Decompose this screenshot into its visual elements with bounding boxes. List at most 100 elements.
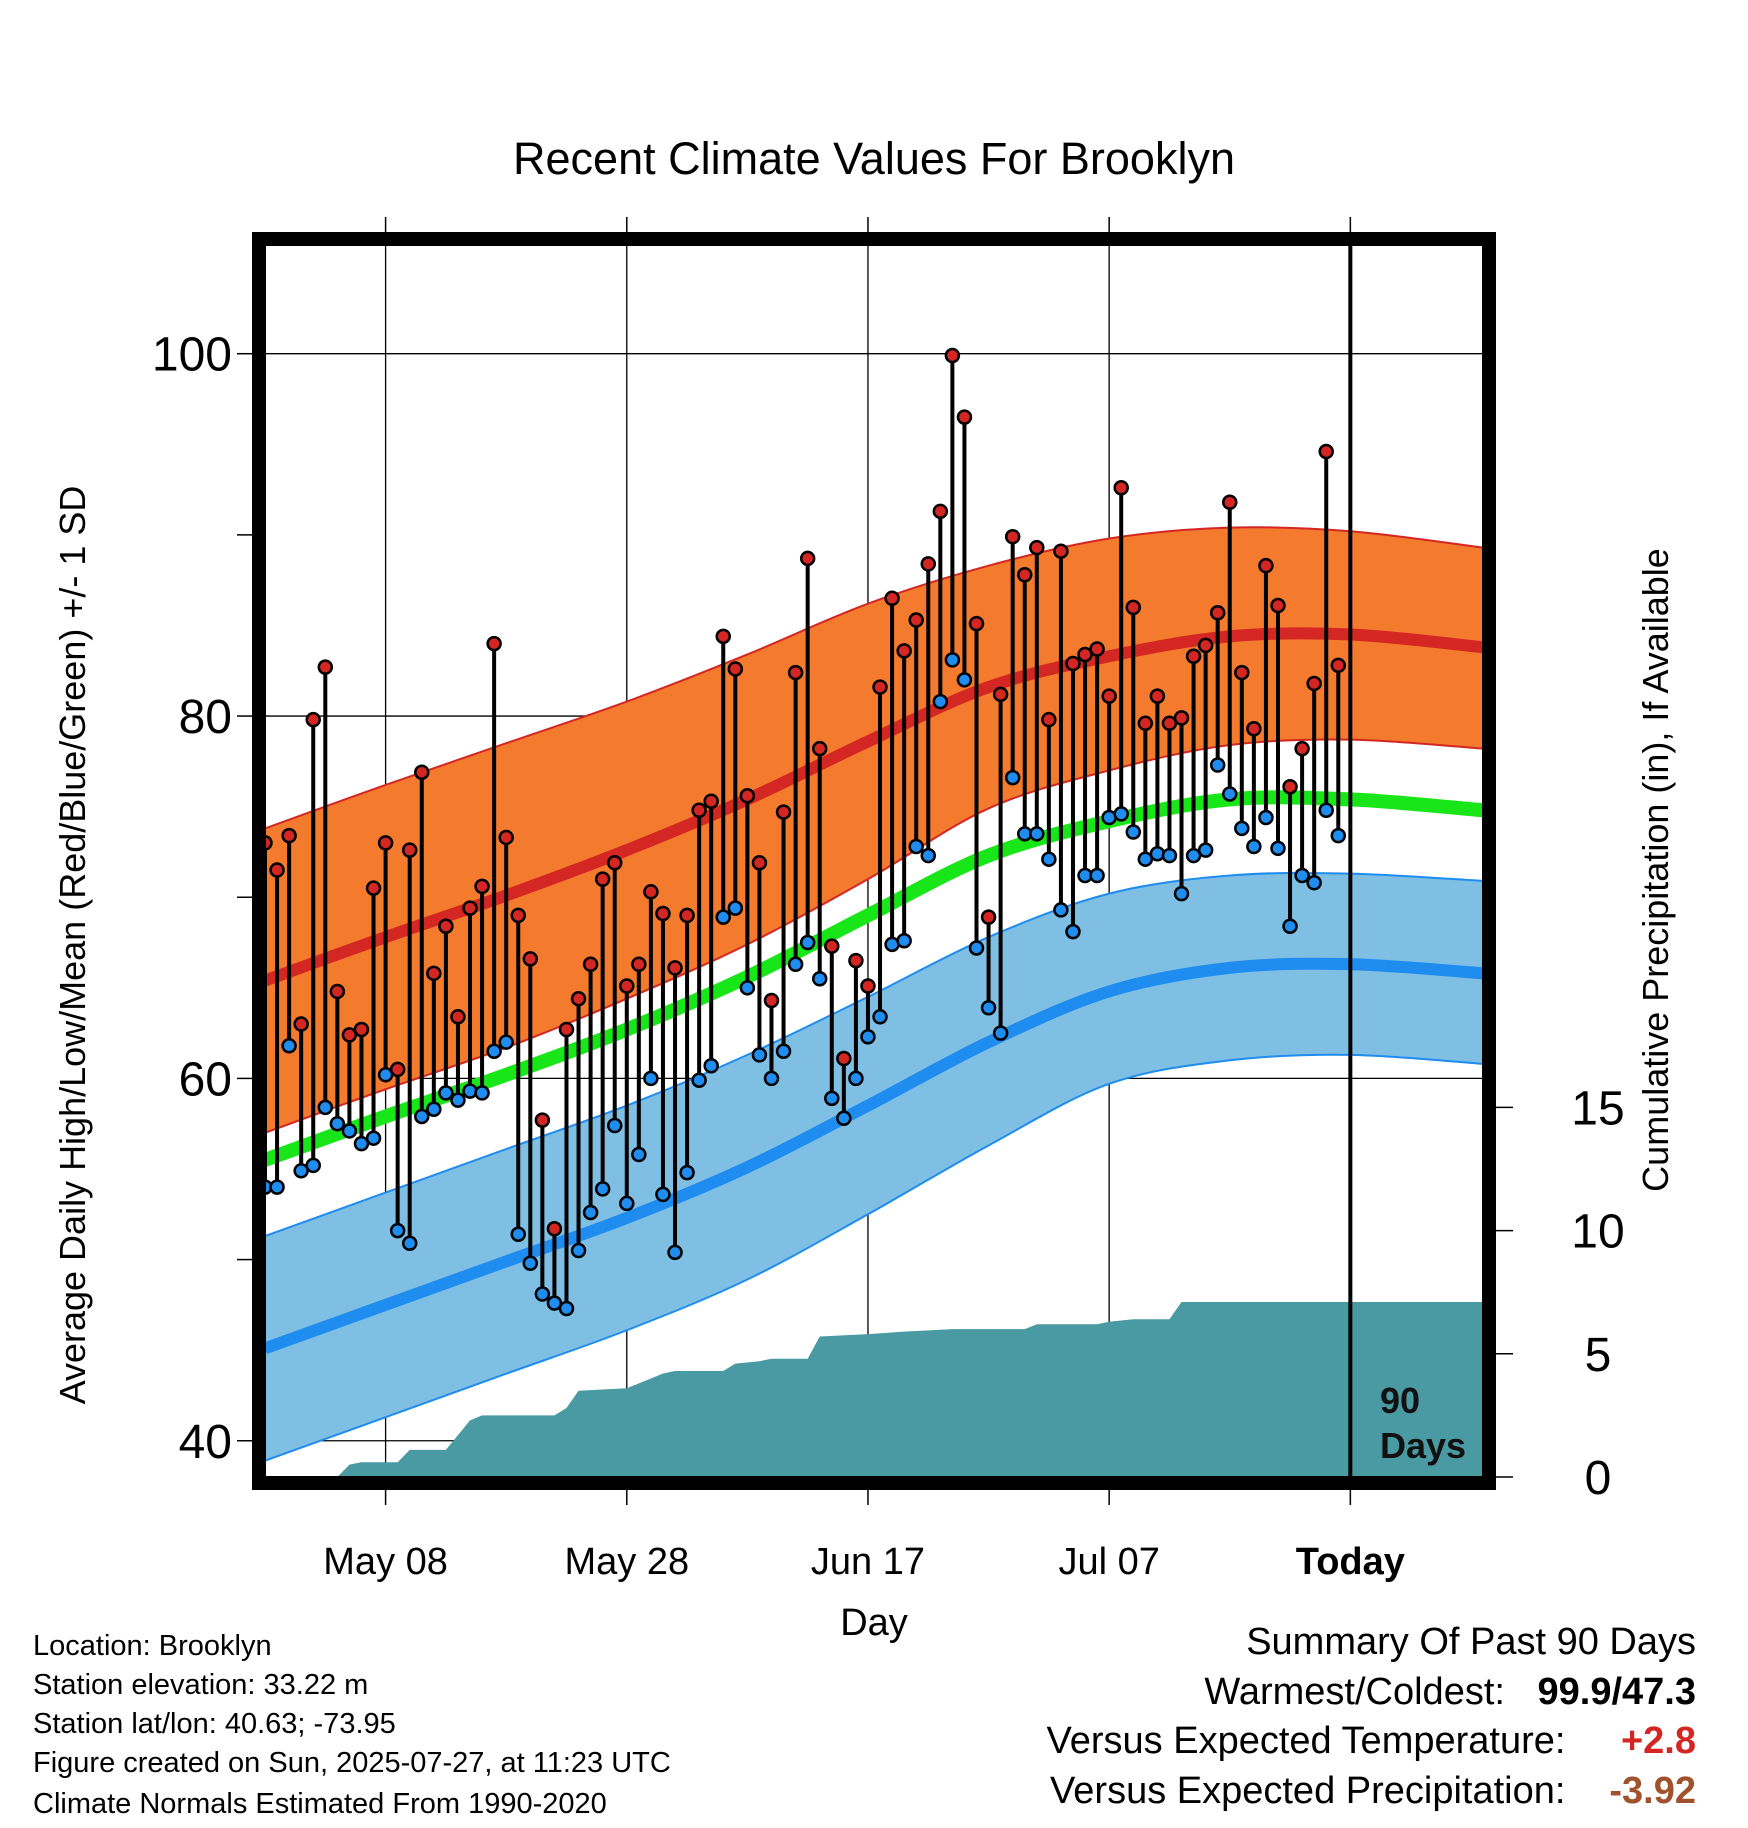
daily-high-point [739, 788, 756, 804]
daily-high-point [317, 659, 334, 675]
daily-high-point [1016, 566, 1033, 583]
y2-tick-label: 15 [1571, 1082, 1624, 1135]
daily-low-point [980, 1000, 997, 1016]
daily-high-point [594, 871, 611, 887]
daily-low-point [570, 1242, 587, 1259]
daily-low-point [715, 909, 732, 925]
daily-high-point [703, 793, 719, 809]
summary-title: Summary Of Past 90 Days [1246, 1621, 1696, 1663]
y-tick-label: 80 [179, 691, 232, 744]
daily-high-point [1282, 778, 1298, 795]
daily-high-point [1294, 740, 1310, 757]
daily-low-point [992, 1025, 1009, 1041]
warm-cold-value: 99.9/47.3 [1537, 1671, 1696, 1713]
daily-high-point [836, 1050, 852, 1067]
daily-high-point [389, 1061, 406, 1078]
daily-low-point [799, 934, 816, 951]
daily-low-point [317, 1099, 334, 1116]
daily-high-point [534, 1112, 551, 1128]
daily-low-point [353, 1135, 370, 1152]
daily-low-point [860, 1028, 876, 1045]
daily-low-point [920, 847, 937, 864]
daily-low-point [679, 1164, 695, 1181]
daily-low-point [1125, 824, 1142, 840]
daily-low-point [1065, 923, 1081, 940]
daily-high-point [498, 829, 514, 846]
daily-high-point [968, 615, 985, 632]
summary-temp-row: Versus Expected Temperature: +2.8 [1047, 1722, 1696, 1760]
daily-high-point [799, 550, 816, 567]
temp-diff-value: +2.8 [1620, 1720, 1696, 1762]
daily-low-point [655, 1186, 671, 1203]
daily-low-point [727, 900, 744, 916]
daily-high-point [474, 878, 490, 895]
today-days-label: Days [1380, 1425, 1466, 1466]
daily-high-point [619, 978, 635, 994]
daily-low-point [1222, 786, 1238, 802]
precip-diff-value: -3.92 [1609, 1770, 1696, 1812]
daily-low-point [522, 1255, 539, 1271]
x-tick-label: May 28 [564, 1541, 689, 1583]
daily-high-point [956, 409, 973, 425]
daily-low-point [944, 652, 961, 668]
normal-low-line [265, 957, 1483, 1355]
daily-low-point [558, 1300, 575, 1317]
daily-high-point [1125, 599, 1142, 616]
y-axis-label: Average Daily High/Low/Mean (Red/Blue/Gr… [52, 486, 93, 1405]
summary-warm-cold-row: Warmest/Coldest: 99.9/47.3 [1204, 1673, 1696, 1711]
daily-high-point [570, 990, 587, 1007]
daily-low-point [956, 672, 973, 688]
daily-low-point [932, 693, 949, 710]
daily-low-point [486, 1043, 502, 1059]
daily-low-point [594, 1181, 611, 1197]
daily-high-point [1089, 641, 1105, 657]
daily-low-point [643, 1070, 659, 1087]
y-tick-label: 40 [179, 1416, 232, 1469]
today-days-number: 90 [1380, 1380, 1420, 1421]
daily-high-point [1197, 637, 1214, 654]
daily-high-point [1234, 664, 1250, 681]
daily-low-point [1270, 840, 1286, 857]
daily-high-point [341, 1027, 358, 1043]
daily-high-point [1173, 710, 1190, 726]
daily-high-point [920, 556, 937, 572]
daily-high-point [1270, 597, 1286, 614]
daily-high-point [1077, 646, 1093, 663]
daily-low-point [1294, 867, 1310, 884]
temp-diff-label: Versus Expected Temperature: [1046, 1720, 1566, 1762]
daily-low-point [751, 1047, 768, 1063]
daily-low-point [739, 980, 756, 996]
daily-high-point [438, 918, 454, 934]
daily-low-point [1089, 867, 1105, 884]
daily-high-point [1004, 528, 1021, 545]
daily-low-point [269, 1179, 285, 1195]
daily-high-point [763, 992, 780, 1009]
daily-high-point [377, 835, 394, 851]
daily-low-point [1197, 842, 1214, 858]
daily-high-point [510, 907, 526, 924]
daily-high-point [860, 978, 876, 994]
daily-high-point [401, 842, 418, 858]
daily-high-point [1258, 557, 1274, 574]
x-tick-label: May 08 [323, 1541, 448, 1583]
daily-high-point [582, 956, 599, 973]
daily-low-point [836, 1110, 852, 1127]
daily-low-point [872, 1009, 888, 1025]
x-axis-label: Day [840, 1602, 908, 1644]
daily-low-point [1246, 838, 1262, 855]
daily-low-point [341, 1123, 358, 1139]
daily-high-point [1149, 688, 1166, 704]
daily-high-point [775, 804, 792, 820]
daily-low-point [1173, 885, 1190, 902]
daily-low-point [896, 932, 912, 949]
plot-area [265, 245, 1483, 1477]
daily-high-point [655, 905, 671, 922]
daily-high-point [426, 965, 442, 982]
daily-low-point [1113, 806, 1129, 822]
daily-high-point [1137, 715, 1154, 732]
daily-high-point [522, 951, 539, 967]
daily-low-point [426, 1101, 442, 1117]
y2-tick-label: 5 [1585, 1329, 1612, 1382]
daily-high-point [606, 855, 623, 871]
